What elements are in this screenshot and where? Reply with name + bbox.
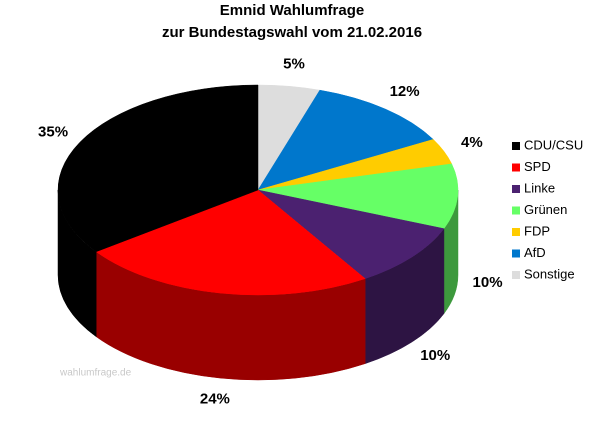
pie-slice [257, 163, 459, 229]
chart-title: Emnid Wahlumfrage [220, 2, 364, 19]
legend-swatch [512, 271, 520, 279]
legend-label: AfD [524, 245, 546, 260]
pie: 5% 12% 4% 10% 10% 24% 35% [38, 56, 503, 408]
legend-label: FDP [524, 223, 550, 238]
data-label: 10% [473, 274, 503, 291]
pie-slice [257, 89, 434, 191]
legend-swatch [512, 228, 520, 236]
data-label: 35% [38, 123, 68, 140]
data-label: 24% [200, 391, 230, 408]
legend-label: Linke [524, 180, 555, 195]
watermark: wahlumfrage.de [59, 368, 132, 379]
legend-swatch [512, 185, 520, 193]
pie-slice [57, 84, 259, 252]
legend-swatch [512, 249, 520, 258]
legend-label: SPD [524, 159, 551, 174]
pie-slice [95, 189, 366, 296]
legend-label: Sonstige [524, 266, 575, 281]
data-label: 5% [283, 56, 305, 73]
legend-swatch [512, 206, 520, 215]
data-label: 12% [390, 83, 420, 100]
pie-slice [257, 189, 445, 279]
legend-swatch [512, 163, 520, 172]
legend-swatch [512, 142, 520, 150]
legend-label: Grünen [524, 202, 567, 217]
data-label: 10% [420, 347, 450, 364]
chart-subtitle: zur Bundestagswahl vom 21.02.2016 [162, 24, 422, 41]
legend-label: CDU/CSU [524, 137, 583, 152]
data-label: 4% [461, 134, 483, 151]
